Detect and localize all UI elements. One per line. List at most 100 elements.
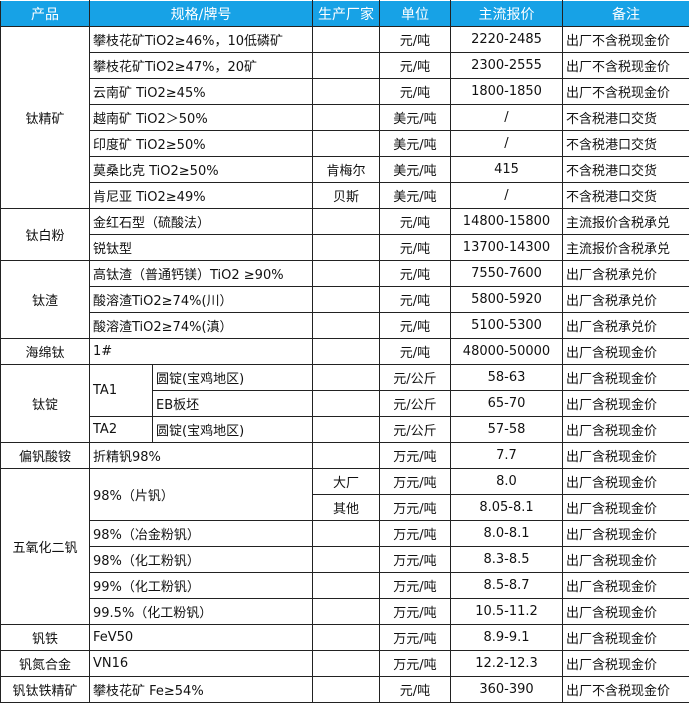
unit-cell: 万元/吨 — [379, 624, 451, 651]
table-row: 其他 万元/吨 8.05-8.1 出厂含税现金价 — [1, 494, 689, 521]
product-name: 钛锭 — [0, 364, 90, 443]
note-cell: 出厂含税现金价 — [562, 624, 689, 651]
price-cell: 8.0-8.1 — [450, 520, 563, 547]
unit-cell: 元/公斤 — [379, 416, 451, 443]
spec-cell: 攀枝花矿 Fe≥54% — [89, 676, 313, 703]
maker-cell — [312, 260, 380, 287]
table-row: 98%（化工粉钒） 万元/吨 8.3-8.5 出厂含税现金价 — [1, 546, 689, 573]
product-name: 钒氮合金 — [0, 650, 90, 677]
spec-cell: FeV50 — [89, 624, 313, 651]
maker-cell — [312, 676, 380, 703]
price-cell: 48000-50000 — [450, 338, 563, 365]
maker-cell — [312, 286, 380, 313]
price-cell: 7550-7600 — [450, 260, 563, 287]
maker-cell — [312, 26, 380, 53]
unit-cell: 元/公斤 — [379, 364, 451, 391]
unit-cell: 万元/吨 — [379, 598, 451, 625]
note-cell: 不含税港口交货 — [562, 182, 689, 209]
price-cell: / — [450, 104, 563, 131]
header-product: 产品 — [0, 0, 90, 27]
spec-cell: 攀枝花矿TiO2≥47%，20矿 — [89, 52, 313, 79]
header-note: 备注 — [562, 0, 689, 27]
spec-cell: 99.5%（化工粉钒） — [89, 598, 313, 625]
price-cell: 5100-5300 — [450, 312, 563, 339]
price-cell: 10.5-11.2 — [450, 598, 563, 625]
maker-cell — [312, 338, 380, 365]
product-name: 钛白粉 — [0, 208, 90, 261]
maker-cell — [312, 442, 380, 469]
table-row: 酸溶渣TiO2≥74%(川） 元/吨 5800-5920 出厂含税承兑价 — [1, 286, 689, 313]
spec-cell: VN16 — [89, 650, 313, 677]
table-row: 钒铁 FeV50 万元/吨 8.9-9.1 出厂含税现金价 — [0, 624, 689, 651]
unit-cell: 美元/吨 — [379, 182, 451, 209]
unit-cell: 美元/吨 — [379, 130, 451, 157]
header-price: 主流报价 — [450, 0, 563, 27]
unit-cell: 元/吨 — [379, 234, 451, 261]
maker-cell — [312, 312, 380, 339]
maker-cell — [312, 416, 380, 443]
table-row: 肯尼亚 TiO2≥49% 贝斯 美元/吨 / 不含税港口交货 — [1, 182, 689, 209]
note-cell: 主流报价含税承兑 — [562, 208, 689, 235]
maker-cell — [312, 650, 380, 677]
maker-cell — [312, 624, 380, 651]
unit-cell: 元/吨 — [379, 676, 451, 703]
spec-cell: 印度矿 TiO2≥50% — [89, 130, 313, 157]
maker-cell — [312, 104, 380, 131]
note-cell: 出厂不含税现金价 — [562, 676, 689, 703]
table-row: 钛渣 高钛渣（普通钙镁）TiO2 ≥90% 元/吨 7550-7600 出厂含税承兑价 — [0, 260, 689, 339]
note-cell: 出厂含税承兑价 — [562, 260, 689, 287]
spec-cell: 酸溶渣TiO2≥74%(川） — [89, 286, 313, 313]
table-row: TA2 圆锭(宝鸡地区) 元/公斤 57-58 出厂含税现金价 — [1, 416, 689, 443]
spec-cell: 越南矿 TiO2＞50% — [89, 104, 313, 131]
unit-cell: 美元/吨 — [379, 156, 451, 183]
note-cell: 出厂含税现金价 — [562, 364, 689, 391]
note-cell: 出厂含税现金价 — [562, 338, 689, 365]
price-cell: 8.5-8.7 — [450, 572, 563, 599]
price-cell: 8.0 — [450, 468, 563, 495]
maker-cell — [312, 52, 380, 79]
header-row: 产品 规格/牌号 生产厂家 单位 主流报价 备注 — [0, 0, 689, 27]
note-cell: 出厂含税现金价 — [562, 442, 689, 469]
table-row: 钒氮合金 VN16 万元/吨 12.2-12.3 出厂含税现金价 — [0, 650, 689, 677]
note-cell: 出厂含税现金价 — [562, 390, 689, 417]
product-name: 偏钒酸铵 — [0, 442, 90, 469]
unit-cell: 元/吨 — [379, 286, 451, 313]
price-cell: 8.9-9.1 — [450, 624, 563, 651]
unit-cell: 万元/吨 — [379, 468, 451, 495]
note-cell: 出厂含税现金价 — [562, 520, 689, 547]
spec-cell: 高钛渣（普通钙镁）TiO2 ≥90% — [89, 260, 313, 287]
price-cell: / — [450, 130, 563, 157]
spec-cell: 98%（化工粉钒） — [89, 546, 313, 573]
price-cell: 415 — [450, 156, 563, 183]
unit-cell: 元/吨 — [379, 338, 451, 365]
maker-cell — [312, 390, 380, 417]
unit-cell: 万元/吨 — [379, 650, 451, 677]
product-name: 五氧化二钒 — [0, 468, 90, 625]
price-cell: 57-58 — [450, 416, 563, 443]
price-cell: 12.2-12.3 — [450, 650, 563, 677]
note-cell: 出厂不含税现金价 — [562, 78, 689, 105]
price-cell: 2300-2555 — [450, 52, 563, 79]
header-spec: 规格/牌号 — [89, 0, 313, 27]
product-name: 钛渣 — [0, 260, 90, 339]
table-row: 酸溶渣TiO2≥74%(滇） 元/吨 5100-5300 出厂含税承兑价 — [1, 312, 689, 339]
price-cell: 13700-14300 — [450, 234, 563, 261]
price-cell: 8.05-8.1 — [450, 494, 563, 521]
spec-cell: 莫桑比克 TiO2≥50% — [89, 156, 313, 183]
sub-spec-cell: 圆锭(宝鸡地区) — [152, 364, 313, 391]
spec-cell: 金红石型（硫酸法） — [89, 208, 313, 235]
table-row: 越南矿 TiO2＞50% 美元/吨 / 不含税港口交货 — [1, 104, 689, 131]
spec-cell: 98%（片钒） — [89, 468, 313, 521]
table-row: 98%（冶金粉钒） 万元/吨 8.0-8.1 出厂含税现金价 — [1, 520, 689, 547]
note-cell: 不含税港口交货 — [562, 130, 689, 157]
spec-cell: TA1 — [89, 364, 153, 417]
spec-cell: 酸溶渣TiO2≥74%(滇） — [89, 312, 313, 339]
unit-cell: 元/吨 — [379, 208, 451, 235]
unit-cell: 元/吨 — [379, 260, 451, 287]
note-cell: 出厂不含税现金价 — [562, 52, 689, 79]
maker-cell: 其他 — [312, 494, 380, 521]
maker-cell — [312, 546, 380, 573]
price-cell: 2220-2485 — [450, 26, 563, 53]
price-cell: 360-390 — [450, 676, 563, 703]
